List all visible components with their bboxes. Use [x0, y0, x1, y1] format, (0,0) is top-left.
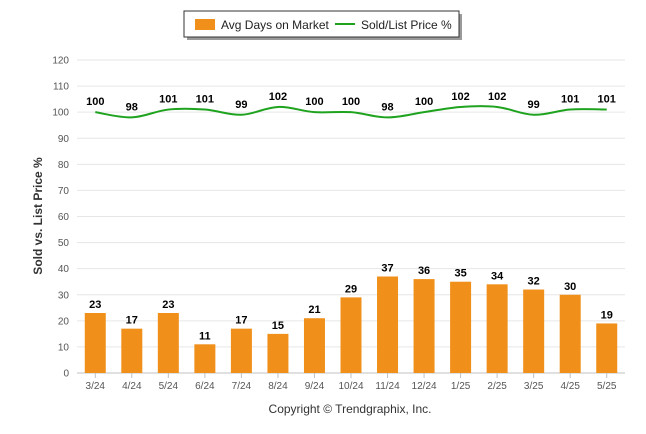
x-axis-ticks: 3/24 4/24 5/24 6/24 7/24 8/24 9/24 10/24 11/24 12… [86, 373, 617, 392]
bar-data-label: 17 [235, 315, 247, 327]
y-tick-label: 100 [52, 108, 69, 119]
line-data-label: 101 [159, 94, 177, 106]
line-data-label: 101 [561, 94, 579, 106]
bar [559, 294, 581, 373]
bar [267, 333, 289, 373]
y-axis-title: Sold vs. List Price % [31, 157, 45, 275]
y-tick-label: 60 [58, 212, 70, 223]
bar [121, 328, 143, 373]
x-tick-label: 7/24 [232, 381, 252, 392]
copyright-text: Copyright © Trendgraphix, Inc. [269, 402, 432, 416]
line-data-label: 99 [528, 99, 540, 111]
y-tick-label: 50 [58, 238, 70, 249]
legend-swatch-bar [195, 19, 215, 30]
bar [450, 281, 472, 373]
x-tick-label: 5/25 [597, 381, 617, 392]
y-tick-label: 70 [58, 186, 70, 197]
y-tick-label: 120 [52, 56, 69, 67]
y-tick-label: 0 [63, 369, 69, 380]
y-tick-label: 40 [58, 264, 70, 275]
bar-data-label: 34 [491, 270, 504, 282]
line-data-label: 102 [451, 91, 469, 103]
bar [303, 318, 325, 373]
x-tick-label: 10/24 [338, 381, 363, 392]
bar-data-label: 11 [199, 330, 211, 342]
bar-series [84, 276, 618, 373]
legend: Avg Days on Market Sold/List Price % [183, 10, 462, 40]
x-tick-label: 4/25 [560, 381, 580, 392]
bar [486, 284, 508, 373]
line-data-label: 98 [126, 101, 138, 113]
bar-data-label: 30 [564, 281, 576, 293]
bar [340, 297, 362, 373]
bar [596, 323, 618, 373]
bar-data-label: 23 [162, 299, 174, 311]
bar-data-label: 17 [126, 315, 138, 327]
bar [84, 313, 106, 373]
bar-data-label: 37 [381, 262, 393, 274]
x-tick-label: 6/24 [195, 381, 215, 392]
line-data-label: 102 [488, 91, 506, 103]
bar [194, 344, 216, 373]
bar [230, 328, 252, 373]
line-data-label: 100 [305, 96, 323, 108]
x-tick-label: 5/24 [159, 381, 179, 392]
x-tick-label: 11/24 [375, 381, 400, 392]
x-tick-label: 3/24 [86, 381, 106, 392]
x-tick-label: 12/24 [412, 381, 437, 392]
y-tick-label: 10 [58, 342, 70, 353]
data-labels: 23 17 23 11 17 15 21 29 37 36 35 34 32 30 19 100 98 101 10… [86, 91, 616, 342]
price-line [95, 105, 607, 119]
bar-data-label: 35 [454, 268, 466, 280]
y-tick-label: 90 [58, 134, 70, 145]
bar-data-label: 36 [418, 265, 430, 277]
bar-data-label: 23 [89, 299, 101, 311]
line-data-label: 101 [196, 94, 214, 106]
y-axis-ticks: 0 10 20 30 40 50 60 70 80 90 100 110 120 [52, 56, 69, 380]
legend-label-bar: Avg Days on Market [221, 18, 329, 32]
line-data-label: 99 [235, 99, 247, 111]
x-tick-label: 8/24 [268, 381, 288, 392]
line-data-label: 100 [86, 96, 104, 108]
bar-data-label: 32 [528, 276, 540, 288]
line-data-label: 101 [598, 94, 616, 106]
y-tick-label: 20 [58, 316, 70, 327]
y-tick-label: 30 [58, 290, 70, 301]
line-data-label: 100 [415, 96, 433, 108]
legend-box [183, 10, 460, 38]
line-data-label: 100 [342, 96, 360, 108]
bar [377, 276, 399, 373]
legend-label-line: Sold/List Price % [361, 18, 452, 32]
line-data-label: 102 [269, 91, 287, 103]
x-tick-label: 9/24 [305, 381, 325, 392]
line-series [95, 105, 607, 119]
x-tick-label: 1/25 [451, 381, 471, 392]
bar-data-label: 15 [272, 320, 284, 332]
bar [523, 289, 545, 373]
y-tick-label: 110 [53, 82, 69, 93]
x-tick-label: 2/25 [487, 381, 507, 392]
line-data-label: 98 [381, 101, 393, 113]
bar [157, 313, 179, 373]
bar-data-label: 19 [601, 309, 613, 321]
bar [413, 279, 435, 373]
y-tick-label: 80 [58, 160, 70, 171]
bar-data-label: 29 [345, 283, 357, 295]
x-tick-label: 3/25 [524, 381, 544, 392]
x-tick-label: 4/24 [122, 381, 142, 392]
bar-data-label: 21 [308, 304, 320, 316]
